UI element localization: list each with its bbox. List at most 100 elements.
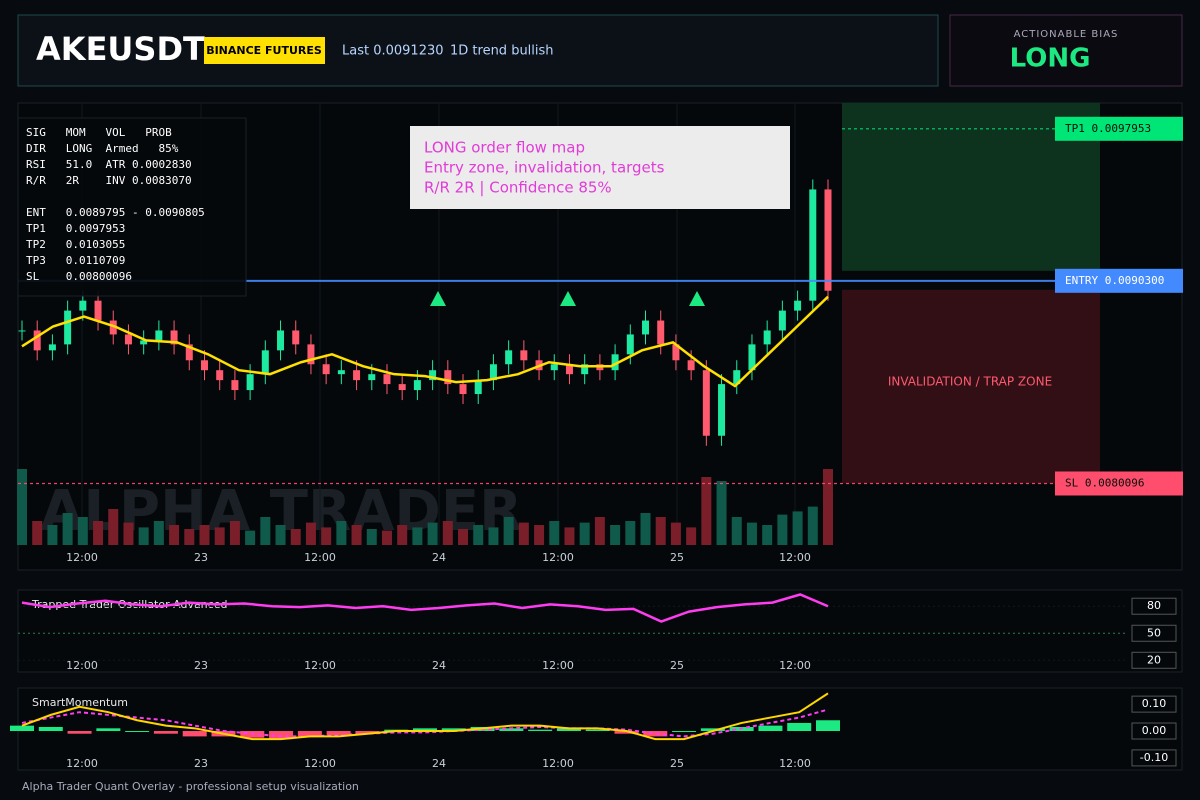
volume-bar bbox=[625, 521, 636, 545]
x-tick-label: 24 bbox=[432, 659, 446, 672]
y-tick-label: 20 bbox=[1147, 653, 1161, 666]
candle bbox=[170, 330, 178, 345]
candle bbox=[444, 370, 452, 385]
volume-bar bbox=[762, 525, 773, 545]
candle bbox=[809, 189, 817, 301]
x-tick-label: 23 bbox=[194, 757, 208, 770]
momentum-bar bbox=[182, 731, 207, 737]
volume-bar bbox=[366, 529, 377, 545]
volume-bar bbox=[32, 521, 43, 545]
level-label: SL 0.0080096 bbox=[1065, 477, 1144, 490]
candle bbox=[277, 330, 285, 351]
x-tick-label: 12:00 bbox=[779, 659, 811, 672]
volume-bar bbox=[169, 525, 180, 545]
bias-label: ACTIONABLE BIAS bbox=[1014, 29, 1119, 40]
x-tick-label: 12:00 bbox=[66, 659, 98, 672]
volume-bar bbox=[305, 522, 316, 545]
volume-bar bbox=[594, 517, 605, 545]
volume-bar bbox=[62, 513, 73, 545]
volume-bar bbox=[153, 521, 164, 545]
candle bbox=[140, 340, 148, 345]
volume-bar bbox=[412, 527, 423, 545]
momentum-bar bbox=[816, 720, 840, 732]
volume-bar bbox=[655, 517, 666, 545]
stats-row: TP3 0.0110709 bbox=[26, 254, 125, 267]
tick-box bbox=[1131, 749, 1177, 767]
volume-bar bbox=[321, 527, 332, 545]
x-tick-label: 12:00 bbox=[542, 551, 574, 564]
candle bbox=[231, 380, 239, 391]
volume-bar bbox=[549, 521, 560, 545]
candle bbox=[124, 334, 132, 345]
level-tag bbox=[1055, 471, 1183, 496]
volume-bar bbox=[458, 529, 469, 545]
candle bbox=[611, 354, 619, 371]
signal-marker bbox=[430, 291, 446, 306]
momentum-bar bbox=[643, 731, 668, 737]
momentum-bar bbox=[355, 731, 380, 734]
volume-bar bbox=[488, 527, 499, 545]
x-tick-label: 12:00 bbox=[66, 551, 98, 564]
momentum-bar bbox=[528, 729, 553, 732]
y-tick-label: 0.10 bbox=[1142, 697, 1167, 710]
volume-bar bbox=[77, 517, 88, 545]
exchange-badge bbox=[204, 37, 325, 64]
signal-marker bbox=[560, 291, 576, 306]
candle bbox=[353, 370, 361, 381]
stats-row: SL 0.00800096 bbox=[26, 270, 132, 283]
y-tick-label: 80 bbox=[1147, 599, 1161, 612]
signal-marker bbox=[689, 291, 705, 306]
stats-row: ENT 0.0089795 - 0.0090805 bbox=[26, 206, 205, 219]
candle bbox=[642, 320, 650, 335]
volume-bar bbox=[260, 517, 271, 545]
level-label: TP1 0.0097953 bbox=[1065, 122, 1151, 135]
candle bbox=[581, 364, 589, 375]
volume-bar bbox=[138, 527, 149, 545]
candle bbox=[94, 300, 102, 321]
note-line: R/R 2R | Confidence 85% bbox=[424, 179, 612, 197]
volume-bar bbox=[564, 527, 575, 545]
volume-bar bbox=[610, 525, 621, 545]
candle bbox=[459, 384, 467, 395]
candle bbox=[246, 374, 254, 391]
volume-bar bbox=[701, 477, 712, 545]
note-box bbox=[410, 126, 790, 209]
x-tick-label: 25 bbox=[670, 757, 684, 770]
volume-bar bbox=[823, 469, 833, 545]
momentum-bar bbox=[700, 728, 725, 732]
volume-bar bbox=[716, 481, 727, 545]
candle bbox=[79, 300, 87, 311]
momentum-line bbox=[21, 692, 829, 741]
stats-row: R/R 2R INV 0.0083070 bbox=[26, 174, 192, 187]
momentum-bar bbox=[499, 728, 524, 732]
header-box bbox=[17, 14, 939, 87]
candle bbox=[565, 364, 573, 375]
volume-bar bbox=[108, 509, 119, 545]
volume-bar bbox=[184, 529, 195, 545]
note-line: Entry zone, invalidation, targets bbox=[424, 159, 665, 177]
trend: 1D trend bullish bbox=[450, 44, 554, 59]
candle bbox=[216, 370, 224, 381]
momentum-bar bbox=[556, 728, 581, 732]
volume-bar bbox=[275, 525, 286, 545]
candle bbox=[383, 374, 391, 385]
momentum-bar bbox=[269, 731, 294, 740]
candle bbox=[155, 330, 163, 341]
candle bbox=[489, 364, 497, 381]
momentum-bar bbox=[672, 731, 697, 733]
x-tick-label: 12:00 bbox=[66, 757, 98, 770]
volume-bar bbox=[670, 522, 681, 545]
x-tick-label: 12:00 bbox=[779, 551, 811, 564]
x-tick-label: 23 bbox=[194, 659, 208, 672]
tick-box bbox=[1131, 695, 1177, 713]
volume-bar bbox=[503, 517, 514, 545]
volume-bar bbox=[442, 521, 453, 545]
volume-bar bbox=[17, 469, 27, 545]
stats-row: SIG MOM VOL PROB bbox=[26, 126, 172, 139]
candle bbox=[733, 370, 741, 385]
volume-bar bbox=[427, 522, 438, 545]
momentum-bar bbox=[614, 731, 639, 734]
momentum-bar bbox=[67, 731, 92, 734]
candle bbox=[413, 380, 421, 391]
candle bbox=[337, 370, 345, 375]
